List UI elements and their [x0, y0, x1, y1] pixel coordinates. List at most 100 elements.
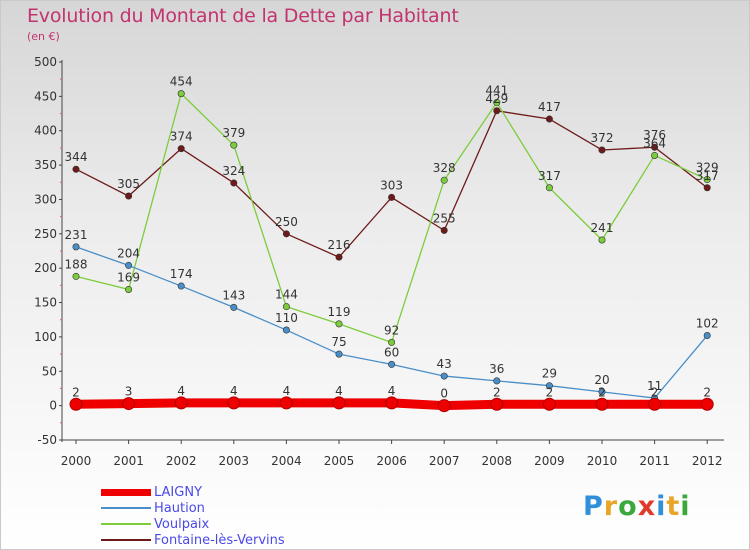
data-point [388, 338, 396, 346]
x-tick-label-2008: 2008 [482, 454, 513, 468]
data-point [177, 145, 185, 153]
data-point [125, 285, 133, 293]
data-label: 317 [696, 169, 719, 183]
legend-label-haution: Haution [154, 501, 205, 516]
data-point [125, 192, 133, 200]
logo-letter: r [603, 491, 619, 522]
data-point [545, 184, 553, 192]
y-tick-label-250: 250 [34, 227, 57, 241]
data-label: 344 [65, 150, 88, 164]
data-point [388, 193, 396, 201]
data-label: 364 [643, 136, 666, 150]
data-point [335, 350, 343, 358]
data-point [332, 396, 346, 410]
data-label: 2 [651, 385, 659, 399]
data-label: 374 [170, 130, 193, 144]
data-point [545, 382, 553, 390]
data-point [72, 272, 80, 280]
logo-letter: o [618, 491, 638, 522]
data-point [72, 165, 80, 173]
x-tick-label-2007: 2007 [429, 454, 460, 468]
data-label: 376 [643, 128, 666, 142]
data-point [388, 360, 396, 368]
data-label: 143 [222, 288, 245, 302]
data-label: 328 [433, 161, 456, 175]
chart-unit: (en €) [27, 30, 60, 43]
data-label: 4 [335, 384, 343, 398]
legend-label-fontaine: Fontaine-lès-Vervins [154, 533, 285, 548]
data-point [598, 236, 606, 244]
data-label: 231 [65, 228, 88, 242]
data-point [227, 396, 241, 410]
data-point [700, 397, 714, 411]
data-point [651, 151, 659, 159]
y-tick-label-350: 350 [34, 158, 57, 172]
data-label: 2 [546, 385, 554, 399]
logo-letter: P [583, 491, 604, 522]
logo-letter: i [656, 491, 667, 522]
data-point [69, 397, 83, 411]
x-tick-label-2001: 2001 [113, 454, 144, 468]
data-label: 4 [230, 384, 238, 398]
x-tick-label-2011: 2011 [639, 454, 670, 468]
data-point [177, 282, 185, 290]
y-tick-label--50: -50 [37, 433, 57, 447]
data-point [493, 99, 501, 107]
y-tick-label-150: 150 [34, 296, 57, 310]
data-point [490, 397, 504, 411]
data-label: 4 [177, 384, 185, 398]
data-label: 255 [433, 211, 456, 225]
y-tick-label-450: 450 [34, 89, 57, 103]
data-label: 441 [485, 84, 508, 98]
data-point [282, 303, 290, 311]
data-label: 60 [384, 345, 399, 359]
x-tick-label-2006: 2006 [376, 454, 407, 468]
data-label: 216 [328, 238, 351, 252]
chart-title: Evolution du Montant de la Dette par Hab… [27, 5, 459, 27]
data-point [703, 332, 711, 340]
data-point [385, 396, 399, 410]
data-label: 119 [328, 305, 351, 319]
data-point [703, 176, 711, 184]
data-point [651, 143, 659, 151]
data-label: 4 [283, 384, 291, 398]
x-tick-label-2003: 2003 [219, 454, 250, 468]
data-label: 204 [117, 246, 140, 260]
proxiti-logo: Proxiti [583, 491, 691, 522]
data-point [230, 303, 238, 311]
data-point [545, 115, 553, 123]
x-tick-label-2004: 2004 [271, 454, 302, 468]
data-label: 174 [170, 267, 193, 281]
data-point [493, 107, 501, 115]
data-point [282, 326, 290, 334]
data-label: 92 [384, 323, 399, 337]
y-tick-label-400: 400 [34, 124, 57, 138]
y-tick-label-200: 200 [34, 261, 57, 275]
data-label: 169 [117, 270, 140, 284]
data-label: 144 [275, 288, 298, 302]
data-point [648, 397, 662, 411]
data-label: 110 [275, 311, 298, 325]
y-tick-label-0: 0 [49, 399, 57, 413]
x-tick-label-2010: 2010 [587, 454, 618, 468]
data-label: 29 [542, 367, 557, 381]
data-point [598, 146, 606, 154]
data-label: 2 [493, 385, 501, 399]
legend-label-voulpaix: Voulpaix [154, 517, 210, 532]
data-point [177, 90, 185, 98]
data-label: 429 [485, 92, 508, 106]
data-label: 4 [388, 384, 396, 398]
x-tick-label-2000: 2000 [61, 454, 92, 468]
data-label: 329 [696, 161, 719, 175]
y-tick-label-500: 500 [34, 55, 57, 69]
y-tick-label-50: 50 [42, 364, 57, 378]
data-point [598, 388, 606, 396]
data-point [230, 141, 238, 149]
data-label: 305 [117, 177, 140, 191]
data-label: 20 [594, 373, 609, 387]
data-label: 303 [380, 178, 403, 192]
data-label: 188 [65, 257, 88, 271]
data-label: 417 [538, 100, 561, 114]
